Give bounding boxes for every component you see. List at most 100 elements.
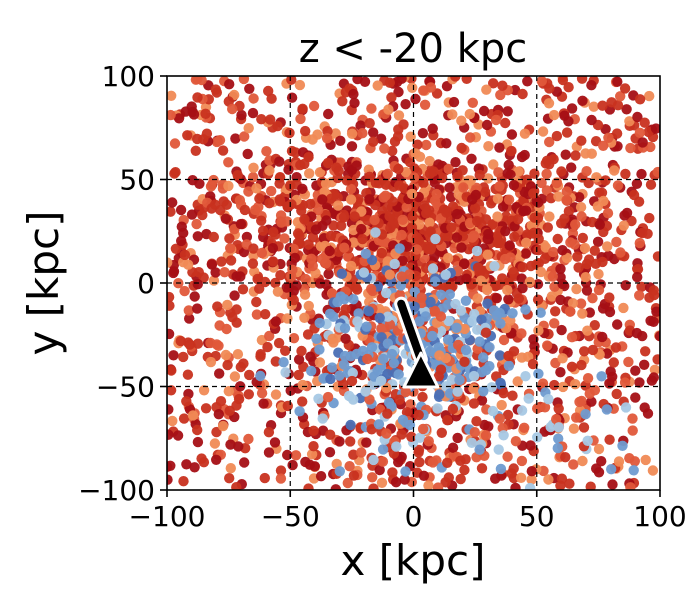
scatter-point (581, 285, 593, 296)
scatter-point (597, 303, 609, 314)
scatter-point (568, 423, 580, 434)
scatter-point (373, 419, 385, 430)
scatter-point (561, 252, 573, 264)
scatter-point (625, 482, 636, 490)
scatter-point (623, 356, 634, 368)
scatter-point (517, 283, 528, 294)
scatter-point (442, 415, 453, 426)
scatter-point (383, 397, 395, 408)
scatter-point (589, 320, 600, 331)
scatter-point (247, 172, 259, 183)
scatter-point (167, 197, 178, 208)
scatter-point (232, 349, 244, 360)
scatter-point (334, 436, 345, 447)
scatter-point (238, 76, 250, 85)
scatter-point (627, 413, 638, 424)
scatter-point (381, 287, 392, 299)
scatter-point (494, 142, 505, 153)
scatter-point (384, 319, 396, 330)
scatter-point (606, 97, 617, 108)
scatter-point (345, 436, 356, 447)
scatter-point (541, 168, 552, 180)
scatter-point (503, 159, 514, 171)
scatter-point (304, 168, 315, 179)
scatter-point (184, 313, 195, 324)
scatter-point (283, 164, 294, 175)
scatter-point (632, 271, 643, 283)
scatter-point (384, 269, 395, 280)
scatter-point (405, 131, 416, 142)
scatter-point (167, 291, 175, 303)
scatter-point (346, 375, 358, 387)
scatter-point (456, 242, 467, 253)
scatter-point (288, 243, 299, 255)
scatter-point (196, 76, 207, 86)
scatter-point (427, 263, 439, 274)
scatter-point (579, 242, 591, 254)
scatter-point (444, 182, 455, 193)
scatter-point (625, 142, 636, 154)
scatter-point (282, 400, 293, 412)
scatter-point (536, 76, 547, 87)
scatter-point (628, 189, 640, 201)
scatter-point (613, 456, 625, 467)
scatter-point (584, 388, 595, 399)
scatter-point (456, 115, 467, 126)
scatter-point (564, 306, 576, 317)
scatter-point (296, 205, 307, 216)
scatter-point (200, 403, 212, 414)
scatter-point (618, 220, 629, 231)
scatter-point (243, 389, 254, 400)
scatter-point (620, 168, 631, 180)
scatter-point (230, 133, 241, 144)
scatter-point (521, 237, 532, 248)
scatter-point (299, 214, 310, 225)
scatter-point (508, 266, 519, 278)
scatter-point (401, 202, 412, 213)
scatter-point (552, 442, 563, 454)
scatter-point (556, 473, 568, 484)
scatter-point (193, 267, 204, 278)
scatter-point (452, 432, 463, 444)
scatter-point (311, 333, 322, 344)
scatter-point (586, 148, 597, 159)
scatter-point (351, 284, 363, 295)
scatter-point (227, 103, 238, 115)
scatter-point (566, 162, 577, 173)
scatter-point (364, 194, 375, 205)
scatter-point (607, 371, 618, 382)
scatter-point (231, 317, 242, 328)
scatter-point (414, 432, 426, 443)
scatter-point (566, 332, 578, 343)
scatter-point (620, 402, 632, 413)
scatter-point (248, 162, 259, 173)
scatter-point (381, 382, 392, 394)
scatter-point (510, 436, 522, 447)
scatter-point (209, 438, 221, 449)
scatter-point (302, 329, 314, 340)
scatter-point (593, 268, 604, 280)
scatter-point (263, 85, 274, 97)
scatter-point (551, 177, 562, 189)
scatter-point (293, 369, 304, 381)
scatter-point (189, 291, 200, 302)
scatter-point (476, 314, 487, 325)
x-ticks: −100 −50 0 50 100 (129, 490, 687, 533)
scatter-point (275, 270, 286, 281)
scatter-point (593, 284, 605, 296)
scatter-point (214, 135, 226, 146)
scatter-point (512, 376, 523, 387)
scatter-point (597, 100, 608, 111)
scatter-point (548, 246, 559, 258)
scatter-point (268, 226, 279, 238)
scatter-point (242, 148, 253, 160)
scatter-point (330, 484, 341, 490)
scatter-point (478, 182, 489, 193)
scatter-point (420, 311, 431, 322)
scatter-point (609, 165, 620, 176)
scatter-point (529, 168, 540, 179)
scatter-point (307, 134, 318, 145)
scatter-point (486, 382, 497, 393)
scatter-point (192, 436, 204, 448)
scatter-point (366, 103, 377, 114)
